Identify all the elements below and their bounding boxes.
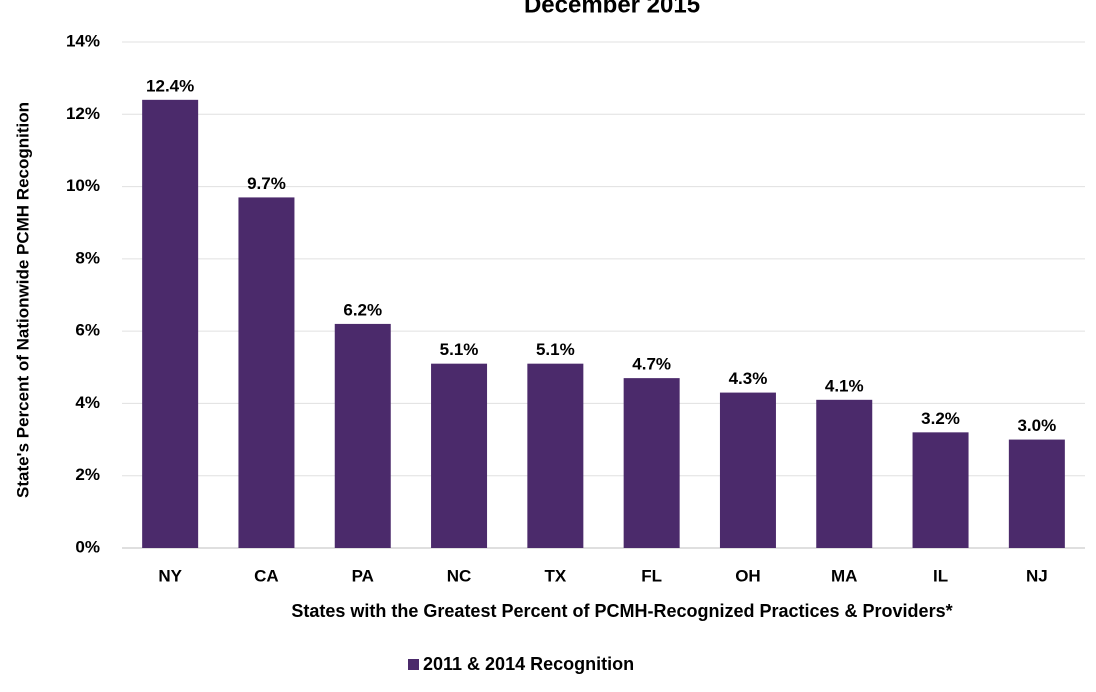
data-label: 5.1% xyxy=(536,340,575,359)
x-tick-label: OH xyxy=(735,566,761,585)
legend-swatch xyxy=(408,659,419,670)
bar xyxy=(527,363,584,548)
y-tick-label: 0% xyxy=(75,537,100,556)
x-tick-label: NJ xyxy=(1026,566,1048,585)
data-label: 4.3% xyxy=(729,369,768,388)
x-tick-label: PA xyxy=(352,566,374,585)
chart-title: December 2015 xyxy=(524,0,700,18)
x-tick-label: TX xyxy=(544,566,566,585)
y-tick-label: 4% xyxy=(75,393,100,412)
x-axis-label: States with the Greatest Percent of PCMH… xyxy=(291,601,952,621)
data-label: 3.2% xyxy=(921,409,960,428)
x-tick-label: IL xyxy=(933,566,948,585)
data-label: 6.2% xyxy=(343,300,382,319)
bar xyxy=(334,323,391,548)
legend-label: 2011 & 2014 Recognition xyxy=(423,654,634,674)
y-tick-label: 8% xyxy=(75,248,100,267)
x-tick-label: MA xyxy=(831,566,857,585)
bar xyxy=(142,99,199,548)
bar xyxy=(623,378,680,548)
y-tick-label: 2% xyxy=(75,465,100,484)
bar xyxy=(431,363,488,548)
bar xyxy=(238,197,295,548)
bar xyxy=(1008,439,1065,548)
bar xyxy=(719,392,776,548)
data-label: 9.7% xyxy=(247,174,286,193)
y-tick-label: 10% xyxy=(66,176,100,195)
data-label: 4.7% xyxy=(632,355,671,374)
x-tick-label: FL xyxy=(641,566,662,585)
data-label: 5.1% xyxy=(440,340,479,359)
data-label: 12.4% xyxy=(146,76,194,95)
data-label: 3.0% xyxy=(1017,416,1056,435)
x-tick-label: CA xyxy=(254,566,279,585)
y-tick-label: 14% xyxy=(66,31,100,50)
data-label: 4.1% xyxy=(825,376,864,395)
bar xyxy=(912,432,969,548)
x-tick-label: NY xyxy=(158,566,182,585)
y-axis-label: State's Percent of Nationwide PCMH Recog… xyxy=(13,102,32,498)
y-tick-label: 6% xyxy=(75,321,100,340)
x-tick-label: NC xyxy=(447,566,472,585)
y-tick-label: 12% xyxy=(66,104,100,123)
bar xyxy=(816,399,873,548)
